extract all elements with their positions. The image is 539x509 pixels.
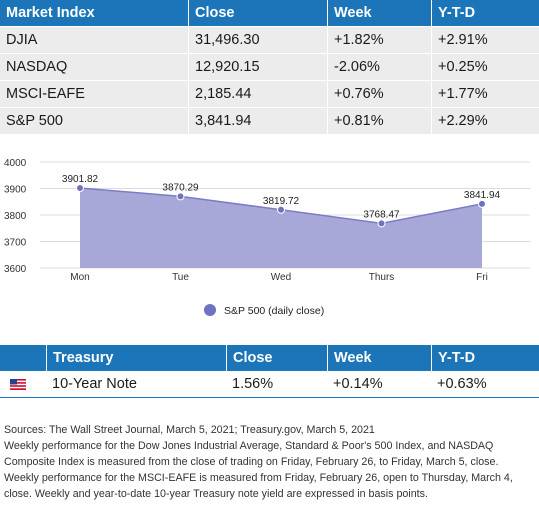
- data-point: [176, 192, 185, 201]
- data-label: 3901.82: [62, 174, 99, 185]
- x-tick-label: Wed: [271, 272, 291, 283]
- index-name: S&P 500: [6, 113, 63, 129]
- x-tick-label: Fri: [476, 272, 488, 283]
- index-ytd: +2.29%: [431, 108, 539, 134]
- index-name: MSCI-EAFE: [6, 86, 85, 102]
- x-tick-label: Thurs: [369, 272, 395, 283]
- index-name: DJIA: [6, 32, 38, 48]
- y-tick-label: 3700: [4, 238, 27, 249]
- table-row: 10-Year Note 1.56% +0.14% +0.63%: [0, 371, 539, 397]
- y-tick-label: 3900: [4, 185, 27, 196]
- data-label: 3870.29: [162, 182, 199, 193]
- data-points: [76, 184, 486, 228]
- header-week: Week: [327, 0, 431, 26]
- y-axis-ticks: 3600 3700 3800 3900 4000: [4, 158, 27, 275]
- index-ytd: +1.77%: [431, 81, 539, 107]
- index-week: +0.76%: [327, 81, 431, 107]
- header-treasury: Treasury: [46, 345, 226, 371]
- data-point: [277, 205, 285, 214]
- market-index-table: Market Index Close Week Y-T-D DJIA 31,49…: [0, 0, 539, 134]
- methodology-note: Weekly performance for the Dow Jones Ind…: [4, 440, 513, 500]
- data-labels: 3901.82 3870.29 3819.72 3768.47 3841.94: [62, 174, 501, 220]
- header-ytd: Y-T-D: [431, 345, 539, 371]
- treasury-ytd: +0.63%: [437, 376, 487, 392]
- header-close: Close: [226, 345, 327, 371]
- table-row: S&P 500 3,841.94 +0.81% +2.29%: [0, 108, 539, 134]
- data-label: 3819.72: [263, 196, 300, 207]
- data-label: 3841.94: [464, 190, 501, 201]
- index-close: 2,185.44: [188, 81, 327, 107]
- header-close: Close: [188, 0, 327, 26]
- sources-note: Sources: The Wall Street Journal, March …: [4, 424, 375, 436]
- header-blank: [0, 345, 46, 371]
- y-tick-label: 3800: [4, 211, 27, 222]
- chart-legend[interactable]: S&P 500 (daily close): [204, 304, 324, 317]
- treasury-week: +0.14%: [333, 376, 383, 392]
- x-tick-label: Tue: [172, 272, 189, 283]
- treasury-name: 10-Year Note: [52, 376, 137, 392]
- index-week: +1.82%: [327, 27, 431, 53]
- treasury-table: Treasury Close Week Y-T-D 10-Year Note 1…: [0, 345, 539, 398]
- header-market-index: Market Index: [6, 5, 95, 21]
- index-name: NASDAQ: [6, 59, 68, 75]
- index-week: -2.06%: [327, 54, 431, 80]
- y-tick-label: 3600: [4, 264, 27, 275]
- table-row: MSCI-EAFE 2,185.44 +0.76% +1.77%: [0, 81, 539, 107]
- treasury-close: 1.56%: [232, 376, 274, 392]
- index-close: 31,496.30: [188, 27, 327, 53]
- index-close: 3,841.94: [188, 108, 327, 134]
- market-table-header: Market Index Close Week Y-T-D: [0, 0, 539, 26]
- index-week: +0.81%: [327, 108, 431, 134]
- table-row: NASDAQ 12,920.15 -2.06% +0.25%: [0, 54, 539, 80]
- data-point: [76, 184, 84, 193]
- treasury-table-header: Treasury Close Week Y-T-D: [0, 345, 539, 371]
- x-axis-ticks: Mon Tue Wed Thurs Fri: [70, 272, 488, 283]
- index-ytd: +2.91%: [431, 27, 539, 53]
- x-tick-label: Mon: [70, 272, 89, 283]
- data-label: 3768.47: [363, 209, 400, 220]
- index-close: 12,920.15: [188, 54, 327, 80]
- sp500-area-fill: [80, 188, 482, 268]
- legend-label: S&P 500 (daily close): [224, 305, 324, 317]
- y-tick-label: 4000: [4, 158, 27, 169]
- legend-marker: [204, 304, 216, 316]
- index-ytd: +0.25%: [431, 54, 539, 80]
- table-row: DJIA 31,496.30 +1.82% +2.91%: [0, 27, 539, 53]
- data-point: [377, 219, 386, 228]
- data-point: [478, 199, 486, 208]
- footnotes: Sources: The Wall Street Journal, March …: [4, 422, 536, 502]
- sp500-area-chart: 3600 3700 3800 3900 4000 3901.82 3870.29 3819.…: [4, 158, 530, 317]
- header-week: Week: [327, 345, 431, 371]
- header-ytd: Y-T-D: [431, 0, 539, 26]
- us-flag-icon: [0, 371, 46, 397]
